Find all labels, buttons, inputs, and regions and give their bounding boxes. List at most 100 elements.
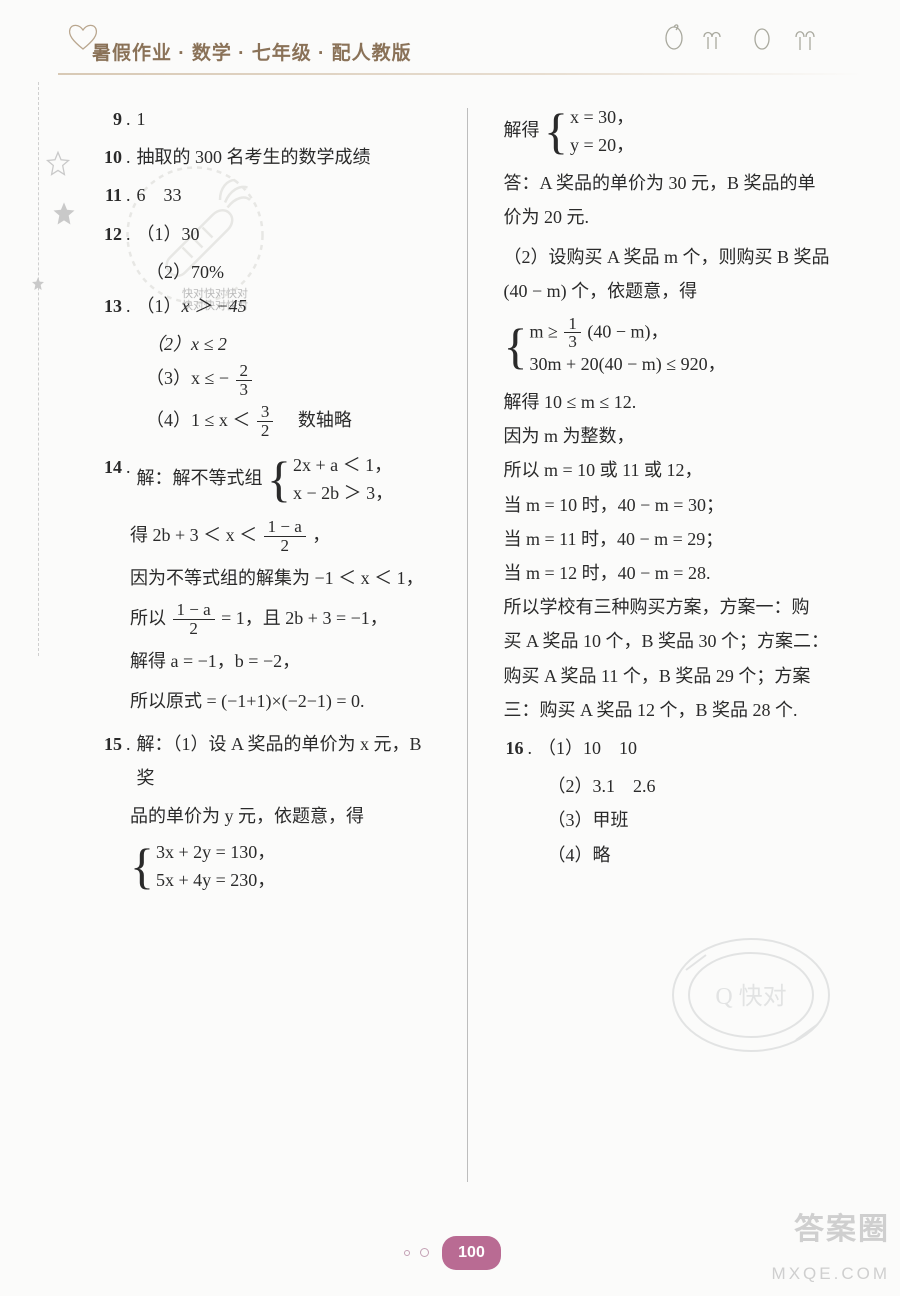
p2-line: (40 − m) 个，依题意，得 <box>494 274 843 308</box>
equation-system: { 2x + a ＜ 1， x − 2b ＞ 3， <box>267 452 393 508</box>
page-number: 100 <box>442 1236 501 1270</box>
solve-result: 解得 { x = 30， y = 20， <box>494 102 843 162</box>
page-header: 暑假作业 · 数学 · 七年级 · 配人教版 <box>92 36 842 74</box>
q-number: 14 <box>92 450 126 484</box>
line: 买 A 奖品 10 个，B 奖品 30 个；方案二： <box>494 624 843 658</box>
star-solid-icon <box>50 200 78 228</box>
answer-text: （1）10 10 <box>538 731 842 765</box>
q-number: 16 <box>494 731 528 765</box>
answer-14-l4: 所以 1 − a2 = 1，且 2b + 3 = −1， <box>92 601 441 638</box>
sys-row: 5x + 4y = 230， <box>156 867 275 895</box>
answer-16: 16. （1）10 10 <box>494 731 843 765</box>
sys-row: m ≥ 13 (40 − m)， <box>530 315 726 352</box>
fraction: 23 <box>236 362 253 399</box>
heart-icon <box>66 22 100 52</box>
line: 因为 m 为整数， <box>494 419 843 453</box>
line: 所以 m = 10 或 11 或 12， <box>494 453 843 487</box>
answer-14: 14. 解：解不等式组 { 2x + a ＜ 1， x − 2b ＞ 3， <box>92 450 441 510</box>
left-column: 9. 1 10. 抽取的 300 名考生的数学成绩 11. 6 33 12. （… <box>92 102 441 1182</box>
line: 解得 10 ≤ m ≤ 12. <box>494 385 843 419</box>
page-number-bubble: 100 <box>399 1236 501 1270</box>
line: 当 m = 12 时，40 − m = 28. <box>494 556 843 590</box>
sys-row: x = 30， <box>570 104 634 132</box>
header-title: 暑假作业 · 数学 · 七年级 · 配人教版 <box>92 36 412 76</box>
answer-text: 抽取的 300 名考生的数学成绩 <box>137 140 441 174</box>
ans-line: 价为 20 元. <box>494 200 843 234</box>
answer-text: （1）30 <box>137 217 441 251</box>
line: 所以学校有三种购买方案，方案一：购 <box>494 590 843 624</box>
answer-13: 13. （1）x ＞ −45 <box>92 289 441 323</box>
sys-row: 30m + 20(40 − m) ≤ 920， <box>530 351 726 379</box>
column-divider <box>467 108 468 1182</box>
q-number: 12 <box>92 217 126 251</box>
part-label: （1） <box>137 296 182 316</box>
answer-text: （1）x ＞ −45 <box>137 289 441 323</box>
answer-16-3: （3）甲班 <box>494 803 843 837</box>
math-prefix: （3）x ≤ − <box>146 368 229 388</box>
answer-9: 9. 1 <box>92 102 441 136</box>
label: 解得 <box>504 120 540 140</box>
star-outline-icon <box>44 150 72 178</box>
math-prefix: （4）1 ≤ x ＜ <box>146 410 250 430</box>
answer-text: 解：解不等式组 { 2x + a ＜ 1， x − 2b ＞ 3， <box>137 450 441 510</box>
q-number: 15 <box>92 727 126 761</box>
line: 当 m = 10 时，40 − m = 30； <box>494 488 843 522</box>
sys-row: 2x + a ＜ 1， <box>293 452 393 480</box>
answer-15-sys: { 3x + 2y = 130， 5x + 4y = 230， <box>92 837 441 897</box>
circle-icon <box>420 1248 429 1257</box>
math-prefix: 得 2b + 3 ＜ x ＜ <box>130 525 257 545</box>
content-columns: 9. 1 10. 抽取的 300 名考生的数学成绩 11. 6 33 12. （… <box>92 102 842 1182</box>
math-suffix: ， <box>312 525 330 545</box>
label: 解：解不等式组 <box>137 468 263 488</box>
math: x ＞ −45 <box>182 296 247 316</box>
line: 购买 A 奖品 11 个，B 奖品 29 个；方案 <box>494 659 843 693</box>
header-rule <box>58 73 862 75</box>
equation-system: { x = 30， y = 20， <box>544 104 634 160</box>
answer-13-4: （4）1 ≤ x ＜ 32 数轴略 <box>92 403 441 440</box>
answer-13-2: （2）x ≤ 2 <box>92 327 441 361</box>
ineq-system: { m ≥ 13 (40 − m)， 30m + 20(40 − m) ≤ 92… <box>494 313 843 382</box>
line: 三：购买 A 奖品 12 个，B 奖品 28 个. <box>494 693 843 727</box>
fraction: 32 <box>257 403 274 440</box>
answer-12: 12. （1）30 <box>92 217 441 251</box>
fraction: 1 − a2 <box>173 601 215 638</box>
ans-line: 答：A 奖品的单价为 30 元，B 奖品的单 <box>494 166 843 200</box>
q-number: 11 <box>92 178 126 212</box>
sys-row: x − 2b ＞ 3， <box>293 480 393 508</box>
circle-icon <box>404 1250 410 1256</box>
math: （2）x ≤ 2 <box>146 334 227 354</box>
left-dash-line <box>38 82 39 656</box>
equation-system: { m ≥ 13 (40 − m)， 30m + 20(40 − m) ≤ 92… <box>504 315 726 380</box>
answer-15: 15. 解：（1）设 A 奖品的单价为 x 元，B 奖 <box>92 727 441 795</box>
q-number: 13 <box>92 289 126 323</box>
math-mid: = 1，且 2b + 3 = −1， <box>221 608 388 628</box>
sys-row: y = 20， <box>570 132 634 160</box>
equation-system: { 3x + 2y = 130， 5x + 4y = 230， <box>130 839 275 895</box>
line: 当 m = 11 时，40 − m = 29； <box>494 522 843 556</box>
answer-text: 1 <box>137 102 441 136</box>
answer-16-4: （4）略 <box>494 838 843 872</box>
fraction: 13 <box>564 315 581 352</box>
q-number: 10 <box>92 140 126 174</box>
page-footer: 100 <box>0 1233 900 1270</box>
answer-13-3: （3）x ≤ − 23 <box>92 361 441 398</box>
header-doodles-icon <box>652 24 852 58</box>
math-prefix: 所以 <box>130 608 166 628</box>
answer-15-l2: 品的单价为 y 元，依题意，得 <box>92 799 441 833</box>
star-tiny-icon <box>30 276 46 292</box>
answer-11: 11. 6 33 <box>92 178 441 212</box>
page: 暑假作业 · 数学 · 七年级 · 配人教版 快对快对快对 快对快对快对 Q 快… <box>0 0 900 1296</box>
q-number: 9 <box>92 102 126 136</box>
math-suffix: 数轴略 <box>280 410 352 430</box>
answer-10: 10. 抽取的 300 名考生的数学成绩 <box>92 140 441 174</box>
answer-12-2: （2）70% <box>92 255 441 289</box>
answer-text: 解：（1）设 A 奖品的单价为 x 元，B 奖 <box>137 727 441 795</box>
right-column: 解得 { x = 30， y = 20， 答：A 奖品的单价为 30 元，B 奖… <box>494 102 843 1182</box>
answer-text: 6 33 <box>137 178 441 212</box>
p2-line: （2）设购买 A 奖品 m 个，则购买 B 奖品 <box>494 240 843 274</box>
answer-14-l2: 得 2b + 3 ＜ x ＜ 1 − a2 ， <box>92 518 441 555</box>
answer-16-2: （2）3.1 2.6 <box>494 769 843 803</box>
math-prefix: m ≥ <box>530 321 558 341</box>
math-suffix: (40 − m)， <box>587 321 668 341</box>
fraction: 1 − a2 <box>264 518 306 555</box>
